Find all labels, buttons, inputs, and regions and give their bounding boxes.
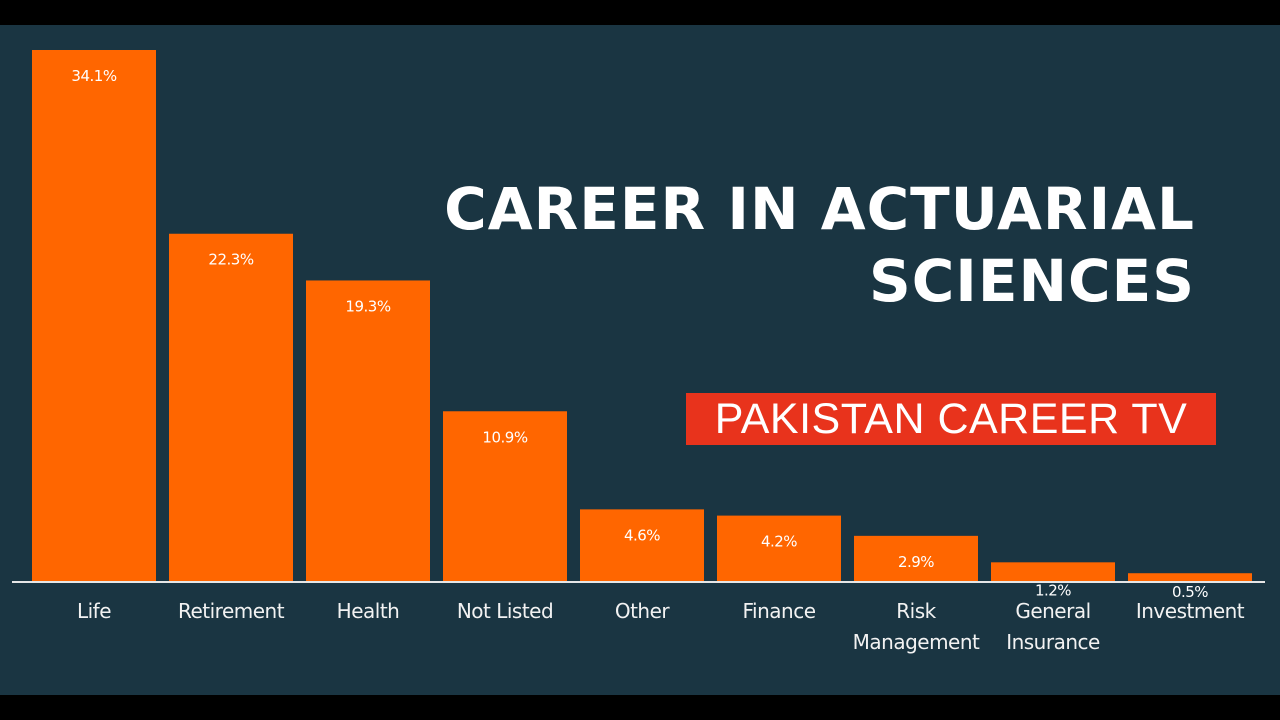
bar-life bbox=[32, 50, 156, 581]
category-labels-group: Life Retirement Health Not Listed Other Finan… bbox=[77, 599, 1245, 654]
channel-badge: PAKISTAN CAREER TV bbox=[686, 393, 1216, 445]
bar-chart: 34.1% 22.3% 19.3% 10.9% 4.6% 4.2% 2.9% 1.2% 0.5%… bbox=[12, 50, 1265, 654]
bar-other bbox=[580, 509, 704, 581]
category-label-retirement: Retirement bbox=[178, 599, 285, 623]
bar-risk-management bbox=[854, 535, 978, 581]
category-label-not-listed: Not Listed bbox=[457, 599, 553, 623]
value-label-health: 19.3% bbox=[345, 297, 390, 315]
category-label-investment: Investment bbox=[1136, 599, 1245, 623]
category-label-finance: Finance bbox=[742, 599, 815, 623]
bar-health bbox=[306, 280, 430, 581]
category-label-other: Other bbox=[615, 599, 671, 623]
bar-general-insurance bbox=[991, 562, 1115, 581]
value-label-finance: 4.2% bbox=[761, 533, 797, 551]
overlay-title: CAREER IN ACTUARIAL SCIENCES bbox=[444, 175, 1195, 315]
bar-finance bbox=[717, 515, 841, 581]
category-label-risk-management: Risk Management bbox=[853, 599, 980, 654]
value-labels-group: 34.1% 22.3% 19.3% 10.9% 4.6% 4.2% 2.9% 1.2% 0.5% bbox=[71, 67, 1208, 601]
bar-retirement bbox=[169, 233, 293, 581]
value-label-investment: 0.5% bbox=[1172, 583, 1208, 601]
value-label-risk-management: 2.9% bbox=[898, 553, 934, 571]
value-label-life: 34.1% bbox=[71, 67, 116, 85]
chart-frame: 34.1% 22.3% 19.3% 10.9% 4.6% 4.2% 2.9% 1.2% 0.5%… bbox=[0, 25, 1280, 695]
category-label-life: Life bbox=[77, 599, 111, 623]
value-label-not-listed: 10.9% bbox=[482, 428, 527, 446]
value-label-other: 4.6% bbox=[624, 526, 660, 544]
value-label-retirement: 22.3% bbox=[208, 251, 253, 269]
bars-group bbox=[32, 50, 1252, 581]
value-label-general-insurance: 1.2% bbox=[1035, 581, 1071, 599]
category-label-general-insurance: General Insurance bbox=[1006, 599, 1100, 654]
category-label-health: Health bbox=[337, 599, 400, 623]
bar-not-listed bbox=[443, 411, 567, 581]
bar-investment bbox=[1128, 573, 1252, 581]
